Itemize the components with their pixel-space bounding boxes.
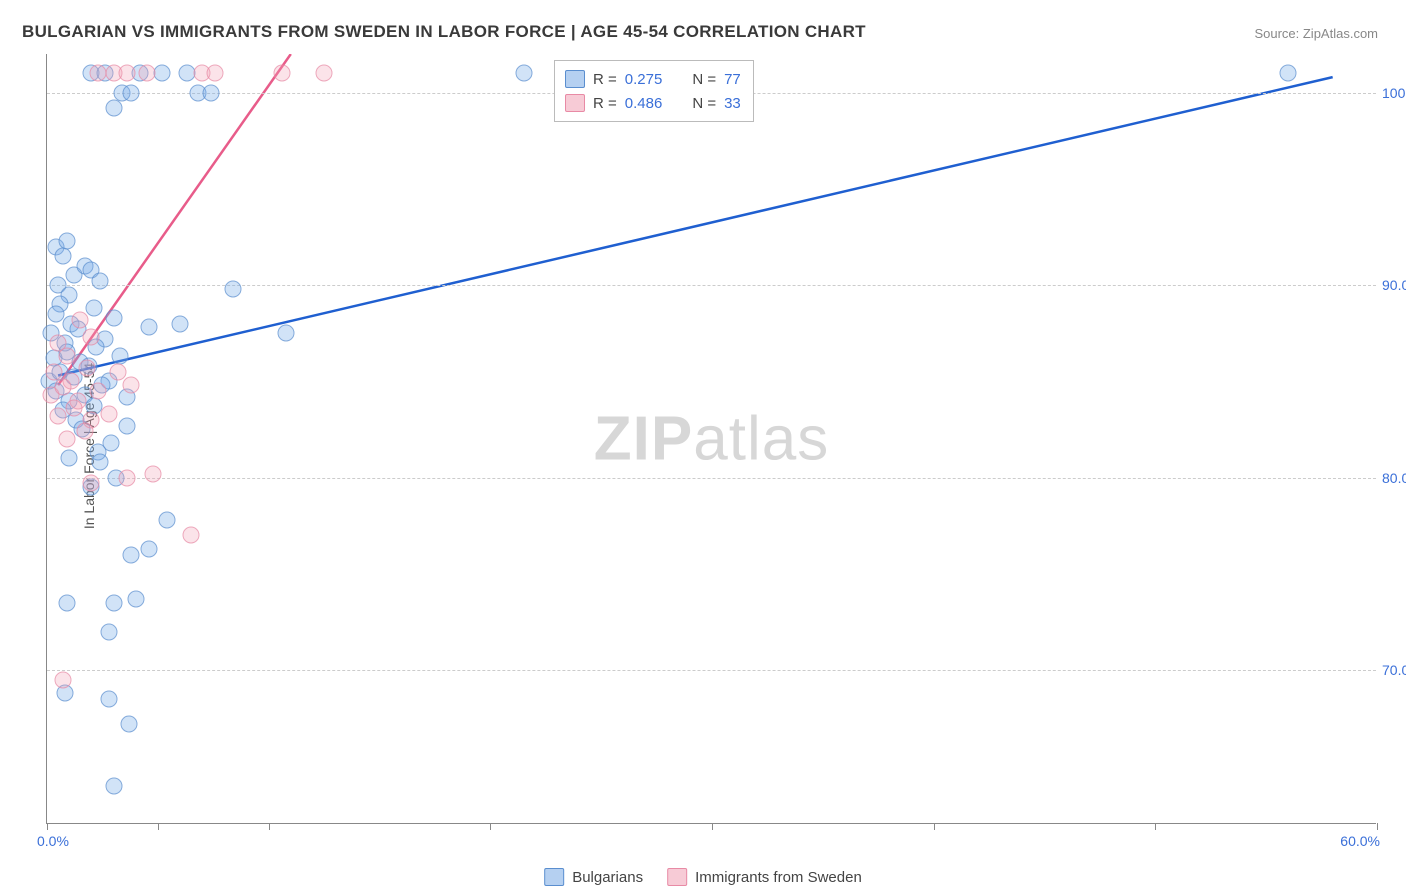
data-point	[203, 84, 220, 101]
data-point	[154, 65, 171, 82]
data-point	[103, 434, 120, 451]
data-point	[515, 65, 532, 82]
data-point	[140, 319, 157, 336]
data-point	[78, 359, 95, 376]
data-point	[105, 99, 122, 116]
legend-swatch	[565, 70, 585, 88]
data-point	[158, 511, 175, 528]
y-tick-label: 70.0%	[1382, 662, 1406, 678]
data-point	[58, 348, 75, 365]
watermark: ZIPatlas	[594, 403, 829, 474]
gridline-h	[47, 670, 1376, 671]
data-point	[101, 405, 118, 422]
legend-item: Immigrants from Sweden	[667, 868, 862, 886]
data-point	[54, 379, 71, 396]
data-point	[118, 469, 135, 486]
legend-item: Bulgarians	[544, 868, 643, 886]
x-tick	[47, 823, 48, 830]
x-tick	[490, 823, 491, 830]
legend-n-value: 77	[724, 71, 741, 88]
data-point	[101, 690, 118, 707]
data-point	[140, 540, 157, 557]
data-point	[83, 328, 100, 345]
data-point	[178, 65, 195, 82]
data-point	[1280, 65, 1297, 82]
legend-n-label: N =	[692, 95, 716, 112]
data-point	[121, 715, 138, 732]
legend-row: R = 0.486 N = 33	[565, 91, 741, 115]
data-point	[58, 431, 75, 448]
data-point	[123, 546, 140, 563]
y-tick-label: 100.0%	[1382, 85, 1406, 101]
gridline-h	[47, 285, 1376, 286]
x-tick-label-first: 0.0%	[37, 833, 69, 849]
legend-r-label: R =	[593, 71, 617, 88]
legend-label: Immigrants from Sweden	[695, 869, 862, 886]
scatter-chart: ZIPatlas 70.0%80.0%90.0%100.0%0.0%60.0%	[46, 54, 1376, 824]
x-tick	[158, 823, 159, 830]
data-point	[76, 423, 93, 440]
x-tick	[269, 823, 270, 830]
data-point	[112, 348, 129, 365]
x-tick	[712, 823, 713, 830]
legend-n-value: 33	[724, 95, 741, 112]
data-point	[145, 465, 162, 482]
chart-title: BULGARIAN VS IMMIGRANTS FROM SWEDEN IN L…	[22, 22, 866, 42]
data-point	[105, 594, 122, 611]
data-point	[45, 363, 62, 380]
legend-swatch	[565, 94, 585, 112]
data-point	[89, 382, 106, 399]
data-point	[273, 65, 290, 82]
data-point	[225, 280, 242, 297]
data-point	[118, 65, 135, 82]
data-point	[54, 671, 71, 688]
legend-r-value: 0.486	[625, 95, 663, 112]
data-point	[61, 450, 78, 467]
data-point	[278, 325, 295, 342]
legend-r-label: R =	[593, 95, 617, 112]
data-point	[58, 594, 75, 611]
legend-row: R = 0.275 N = 77	[565, 67, 741, 91]
data-point	[183, 527, 200, 544]
x-tick-label-last: 60.0%	[1340, 833, 1380, 849]
data-point	[123, 84, 140, 101]
data-point	[172, 315, 189, 332]
legend-swatch	[667, 868, 687, 886]
data-point	[207, 65, 224, 82]
source-attribution: Source: ZipAtlas.com	[1254, 26, 1378, 41]
data-point	[47, 305, 64, 322]
data-point	[105, 777, 122, 794]
data-point	[54, 248, 71, 265]
data-point	[72, 311, 89, 328]
correlation-legend: R = 0.275 N = 77 R = 0.486 N = 33	[554, 60, 754, 122]
data-point	[101, 623, 118, 640]
data-point	[58, 232, 75, 249]
x-tick	[1377, 823, 1378, 830]
x-tick	[1155, 823, 1156, 830]
legend-r-value: 0.275	[625, 71, 663, 88]
data-point	[127, 590, 144, 607]
data-point	[105, 309, 122, 326]
legend-swatch	[544, 868, 564, 886]
data-point	[83, 475, 100, 492]
trend-lines-svg	[47, 54, 1377, 824]
data-point	[109, 363, 126, 380]
legend-label: Bulgarians	[572, 869, 643, 886]
data-point	[316, 65, 333, 82]
gridline-h	[47, 478, 1376, 479]
series-legend: Bulgarians Immigrants from Sweden	[544, 868, 862, 886]
data-point	[65, 400, 82, 417]
data-point	[85, 300, 102, 317]
data-point	[123, 377, 140, 394]
data-point	[118, 417, 135, 434]
data-point	[92, 273, 109, 290]
data-point	[138, 65, 155, 82]
y-tick-label: 90.0%	[1382, 277, 1406, 293]
data-point	[92, 454, 109, 471]
data-point	[50, 407, 67, 424]
x-tick	[934, 823, 935, 830]
y-tick-label: 80.0%	[1382, 470, 1406, 486]
legend-n-label: N =	[692, 71, 716, 88]
data-point	[89, 65, 106, 82]
